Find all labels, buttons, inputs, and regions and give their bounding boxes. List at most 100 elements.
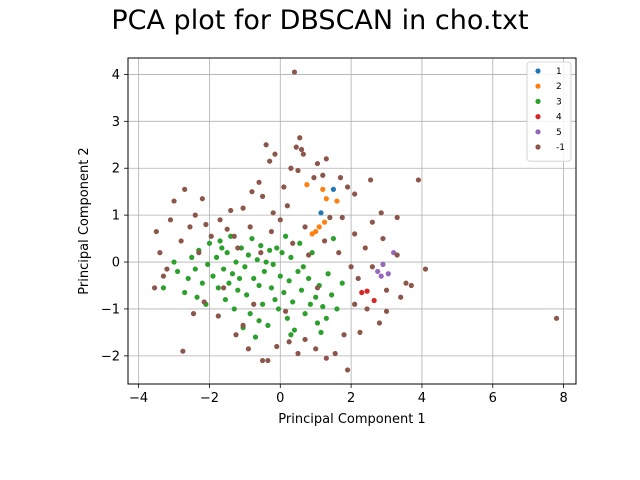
data-point — [291, 327, 298, 333]
data-point — [284, 203, 290, 209]
data-point — [288, 332, 294, 338]
data-point — [256, 179, 262, 185]
data-point — [190, 311, 197, 317]
data-point — [265, 357, 271, 364]
data-point — [180, 348, 186, 354]
data-point — [282, 308, 289, 314]
x-tick-label: 2 — [347, 391, 355, 406]
data-point — [320, 304, 326, 310]
legend: 1 2 3 4 5 -1 — [526, 61, 572, 162]
data-point — [263, 142, 269, 148]
data-point — [217, 238, 223, 244]
data-point — [327, 214, 333, 221]
x-tick-label: −4 — [129, 391, 148, 406]
data-point — [321, 238, 328, 244]
data-point — [306, 252, 312, 258]
data-point — [282, 233, 289, 239]
data-point — [205, 261, 211, 267]
legend-label: 5 — [556, 128, 562, 138]
data-point — [380, 261, 386, 267]
data-point — [247, 311, 253, 317]
data-point — [228, 207, 234, 214]
data-point — [286, 339, 292, 345]
data-point — [281, 184, 287, 190]
y-tick-label: −2 — [101, 349, 120, 364]
data-point — [174, 268, 181, 275]
data-point — [286, 278, 292, 284]
data-point — [325, 271, 331, 277]
y-tick-label: 0 — [112, 256, 120, 271]
x-tick-label: 0 — [276, 391, 284, 406]
data-point — [284, 315, 290, 321]
data-point — [221, 266, 227, 272]
data-point — [295, 167, 301, 174]
data-point — [189, 254, 195, 260]
data-point — [268, 228, 275, 235]
y-tick-label: 3 — [112, 115, 120, 130]
data-point — [311, 175, 317, 181]
data-point — [364, 288, 370, 294]
data-point — [323, 156, 329, 162]
data-point — [199, 280, 205, 286]
legend-marker — [535, 144, 541, 150]
y-tick-label: 4 — [112, 68, 120, 83]
data-point — [357, 329, 363, 336]
data-point — [309, 231, 315, 237]
data-point — [336, 250, 342, 256]
data-point — [279, 250, 285, 256]
data-point — [355, 275, 361, 282]
data-point — [330, 235, 337, 242]
data-point — [306, 275, 312, 282]
legend-label: -1 — [556, 143, 565, 153]
data-point — [249, 235, 255, 242]
chart-title: PCA plot for DBSCAN in cho.txt — [111, 5, 529, 36]
legend-marker — [535, 83, 541, 89]
legend-label: 4 — [556, 113, 562, 123]
axis-ticks: −4 −2 0 2 4 6 8 −2 −1 0 1 2 3 4 — [101, 68, 568, 406]
data-point — [199, 196, 205, 202]
data-point — [182, 289, 188, 296]
data-point — [364, 306, 370, 312]
legend-label: 1 — [556, 67, 562, 77]
data-point — [233, 332, 239, 338]
data-point — [297, 135, 303, 141]
data-point — [167, 217, 174, 223]
y-axis-label: Principal Component 2 — [77, 147, 92, 294]
x-axis-label: Principal Component 1 — [278, 412, 425, 427]
data-point — [323, 355, 329, 361]
data-point — [196, 250, 202, 256]
series-5 — [375, 250, 397, 279]
y-tick-label: 2 — [112, 162, 120, 177]
data-point — [275, 306, 282, 312]
data-points — [151, 69, 560, 373]
data-point — [251, 301, 257, 307]
data-point — [300, 264, 306, 270]
data-point — [334, 198, 340, 204]
data-point — [291, 69, 298, 75]
data-point — [245, 252, 252, 258]
data-point — [178, 238, 184, 244]
data-point — [302, 224, 308, 230]
data-point — [259, 301, 266, 307]
data-point — [210, 273, 216, 279]
data-point — [302, 311, 308, 317]
data-point — [290, 240, 296, 246]
data-point — [252, 334, 259, 340]
data-point — [226, 280, 232, 286]
data-point — [236, 275, 243, 282]
data-point — [422, 266, 429, 272]
data-point — [258, 243, 264, 249]
data-point — [240, 322, 246, 328]
data-point — [164, 266, 170, 272]
data-point — [313, 294, 319, 300]
data-point — [208, 233, 214, 239]
data-point — [215, 285, 221, 291]
data-point — [277, 273, 283, 279]
series-4 — [359, 288, 377, 304]
data-point — [215, 313, 221, 319]
data-point — [157, 250, 163, 256]
data-point — [362, 245, 368, 251]
data-point — [272, 151, 278, 157]
data-point — [242, 264, 248, 270]
